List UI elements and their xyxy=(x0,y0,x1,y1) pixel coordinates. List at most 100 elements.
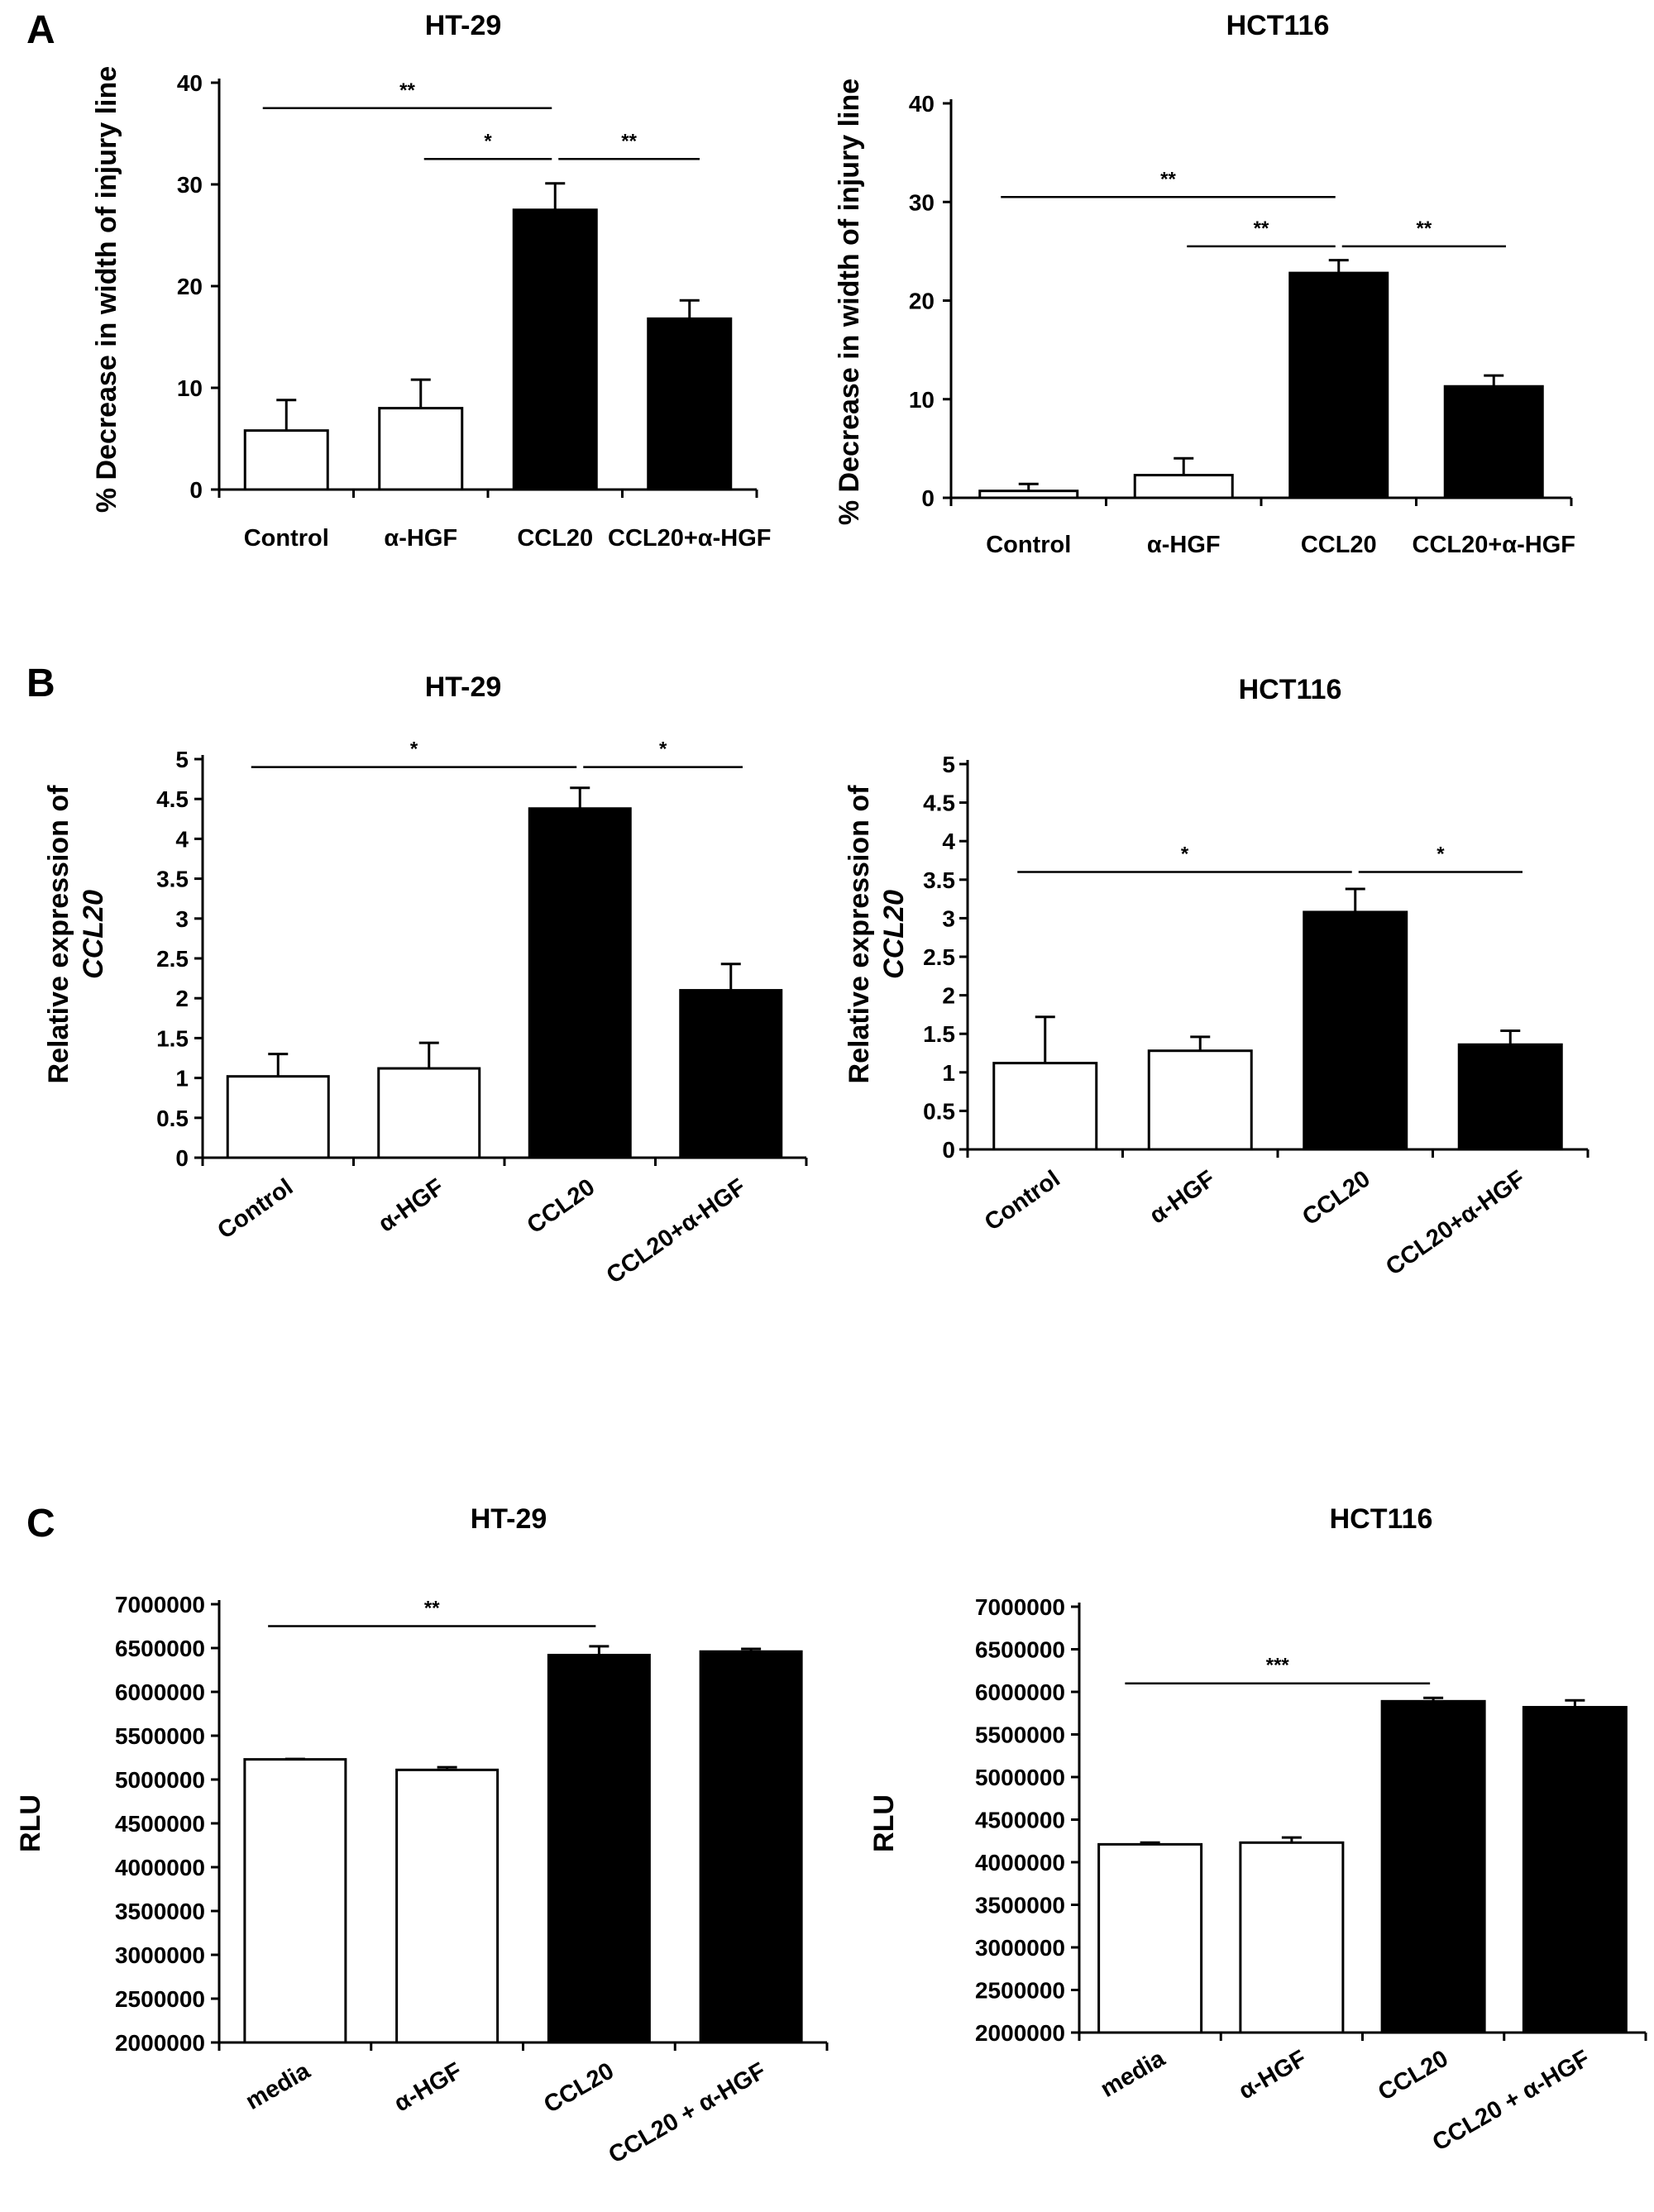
x-category-label: CCL20+α-HGF xyxy=(602,1174,751,1289)
x-category-label: CCL20 xyxy=(517,525,593,552)
y-tick-label: 4 xyxy=(175,826,189,852)
x-category-label: CCL20+α-HGF xyxy=(1413,532,1576,558)
y-axis-label: Relative expression of CCL20 xyxy=(844,785,910,1084)
y-tick-label: 30 xyxy=(177,172,203,198)
y-tick-label: 4500000 xyxy=(115,1811,205,1837)
panel-letter: B xyxy=(26,662,55,705)
x-category-label: α-HGF xyxy=(390,2057,466,2117)
y-tick-label: 1 xyxy=(175,1066,189,1092)
y-axis-label: RLU xyxy=(868,1794,900,1852)
x-category-label: α-HGF xyxy=(1145,1166,1220,1230)
bar-CCL20 xyxy=(1303,910,1408,1151)
bar-CCL20 xyxy=(1288,271,1389,499)
x-category-label: α-HGF xyxy=(1147,532,1221,558)
bar-CCL20 xyxy=(512,208,598,491)
x-category-label: CCL20 xyxy=(523,1174,600,1240)
bar-α-HGF xyxy=(1147,1049,1253,1151)
y-tick-label: 2 xyxy=(942,983,955,1009)
y-tick-label: 5 xyxy=(942,752,955,777)
x-category-label: Control xyxy=(213,1174,298,1245)
bar-α-HGF xyxy=(395,1768,500,2044)
bar-α-HGF xyxy=(1239,1841,1345,2034)
y-tick-label: 1.5 xyxy=(923,1021,955,1047)
y-tick-label: 3 xyxy=(942,905,955,931)
y-tick-label: 4000000 xyxy=(975,1850,1065,1875)
y-axis-label-gene: CCL20 xyxy=(878,890,910,979)
y-tick-label: 40 xyxy=(909,91,935,117)
y-tick-label: 3500000 xyxy=(115,1899,205,1924)
bar-media xyxy=(243,1758,347,2044)
y-tick-label: 6000000 xyxy=(115,1679,205,1705)
y-tick-label: 5 xyxy=(175,747,189,772)
y-tick-label: 4 xyxy=(942,829,955,854)
y-axis-label-text: Relative expression of xyxy=(43,785,74,1084)
y-axis-label-text: Relative expression of xyxy=(844,785,875,1084)
bar-CCL20 xyxy=(1380,1699,1486,2034)
y-axis-label-gene: CCL20 xyxy=(78,890,109,979)
x-category-label: α-HGF xyxy=(384,525,457,552)
x-category-label: CCL20 xyxy=(1301,532,1377,558)
y-tick-label: 3.5 xyxy=(923,867,955,893)
x-category-label: CCL20+α-HGF xyxy=(1381,1166,1530,1281)
chart-1: HCT116 % Decrease in width of injury line… xyxy=(834,10,1575,558)
bar-CCL20+α-HGF xyxy=(679,989,783,1159)
x-category-label: α-HGF xyxy=(1235,2045,1312,2105)
bar-Control xyxy=(226,1075,330,1159)
chart-title: HT-29 xyxy=(425,10,502,41)
chart-title: HT-29 xyxy=(471,1503,547,1535)
y-tick-label: 4.5 xyxy=(923,791,955,816)
x-category-label: CCL20 + α-HGF xyxy=(605,2057,771,2169)
significance-label: ** xyxy=(1160,168,1176,190)
x-category-label: CCL20+α-HGF xyxy=(608,525,772,552)
y-tick-label: 10 xyxy=(909,387,935,413)
significance-label: *** xyxy=(1266,1655,1290,1677)
bar-α-HGF xyxy=(377,1067,481,1159)
bar-CCL20+α-HGF xyxy=(1457,1043,1563,1151)
y-tick-label: 1 xyxy=(942,1060,955,1086)
significance-label: ** xyxy=(1417,217,1432,240)
y-tick-label: 0 xyxy=(189,477,203,503)
chart-title: HCT116 xyxy=(1330,1503,1433,1535)
y-tick-label: 4000000 xyxy=(115,1855,205,1880)
x-category-label: Control xyxy=(980,1166,1065,1236)
x-category-label: Control xyxy=(986,532,1071,558)
x-category-label: CCL20 + α-HGF xyxy=(1428,2045,1594,2157)
x-category-label: α-HGF xyxy=(374,1174,449,1238)
panel-letter: C xyxy=(26,1502,55,1546)
y-tick-label: 3 xyxy=(175,906,189,932)
y-tick-label: 2.5 xyxy=(923,944,955,970)
y-tick-label: 2000000 xyxy=(115,2030,205,2056)
bar-CCL20+α-HGF xyxy=(647,317,733,491)
y-tick-label: 0 xyxy=(175,1145,189,1171)
y-tick-label: 0 xyxy=(921,485,935,511)
x-category-label: CCL20 xyxy=(539,2057,619,2119)
y-tick-label: 2000000 xyxy=(975,2020,1065,2046)
y-tick-label: 2.5 xyxy=(156,946,189,972)
x-category-label: CCL20 xyxy=(1298,1166,1375,1231)
y-axis-label: % Decrease in width of injury line xyxy=(834,79,865,525)
y-tick-label: 3000000 xyxy=(115,1942,205,1968)
y-tick-label: 4.5 xyxy=(156,786,189,812)
bar-CCL20 + α-HGF xyxy=(1522,1706,1628,2034)
significance-label: ** xyxy=(1254,217,1269,240)
y-tick-label: 0 xyxy=(942,1137,955,1163)
bar-Control xyxy=(992,1062,1098,1151)
y-tick-label: 5000000 xyxy=(975,1765,1065,1790)
x-category-label: media xyxy=(241,2057,315,2115)
bar-Control xyxy=(978,490,1079,499)
bar-CCL20 xyxy=(528,807,632,1159)
y-tick-label: 6500000 xyxy=(975,1637,1065,1663)
y-tick-label: 10 xyxy=(177,375,203,401)
chart-0: HT-29 % Decrease in width of injury line 0… xyxy=(91,10,772,552)
significance-label: * xyxy=(484,130,492,152)
significance-label: * xyxy=(659,738,667,761)
y-tick-label: 3500000 xyxy=(975,1893,1065,1918)
y-tick-label: 7000000 xyxy=(115,1592,205,1617)
y-tick-label: 2500000 xyxy=(975,1978,1065,2004)
bar-Control xyxy=(243,429,329,491)
y-tick-label: 2500000 xyxy=(115,1986,205,2012)
significance-label: * xyxy=(1181,843,1189,865)
